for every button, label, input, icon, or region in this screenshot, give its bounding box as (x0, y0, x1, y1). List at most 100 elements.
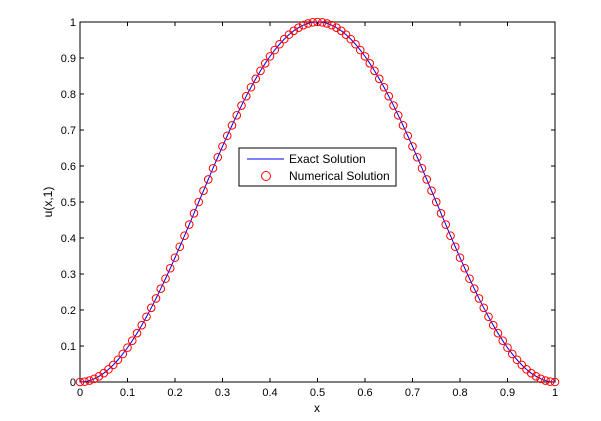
y-tick-label: 0.8 (61, 89, 76, 101)
numerical-solution-marker (512, 355, 522, 365)
numerical-solution-marker (113, 355, 123, 365)
x-tick-label: 0.8 (452, 387, 467, 399)
numerical-solution-marker (398, 121, 408, 130)
x-tick-label: 0.2 (167, 387, 182, 399)
y-tick-label: 0.1 (61, 341, 76, 353)
numerical-solution-marker (213, 152, 223, 162)
y-tick-label: 0.6 (61, 161, 76, 173)
numerical-solution-marker (308, 18, 318, 27)
numerical-solution-marker (370, 66, 379, 76)
numerical-solution-marker (294, 23, 303, 32)
numerical-solution-marker (408, 142, 417, 151)
numerical-solution-marker (256, 66, 265, 76)
numerical-solution-marker (222, 131, 232, 141)
numerical-solution-marker (393, 110, 403, 120)
numerical-solution-marker (142, 312, 151, 322)
numerical-solution-marker (322, 19, 332, 28)
x-tick-label: 0.4 (262, 387, 277, 399)
numerical-solution-marker (203, 175, 213, 184)
numerical-solution-marker (123, 343, 132, 352)
numerical-solution-marker (455, 253, 465, 262)
numerical-solution-marker (127, 336, 137, 345)
axis-ticks (79, 21, 556, 383)
numerical-solution-marker (232, 110, 242, 120)
numerical-solution-marker (118, 349, 128, 359)
numerical-solution-marker (313, 17, 322, 27)
x-tick-labels: 0 0.1 0.2 0.3 0.4 0.5 0.6 0.7 0.8 0.9 1 (77, 387, 558, 399)
x-tick-label: 0.6 (357, 387, 372, 399)
numerical-solution-marker (536, 374, 546, 384)
numerical-solution-marker (132, 328, 142, 338)
numerical-solution-marker (199, 186, 208, 195)
numerical-solution-marker (384, 91, 394, 101)
numerical-solution-marker (460, 263, 470, 273)
y-tick-label: 0.5 (61, 197, 76, 209)
x-tick-label: 0.7 (405, 387, 420, 399)
numerical-solution-marker (360, 52, 370, 61)
numerical-solution-marker (427, 186, 436, 195)
numerical-solution-marker (298, 20, 308, 30)
numerical-solution-marker (218, 142, 227, 151)
legend-box (238, 147, 397, 187)
x-tick-label: 0.3 (215, 387, 230, 399)
x-tick-label: 1 (552, 387, 558, 399)
numerical-solution-marker (194, 197, 204, 207)
numerical-solution-marker (365, 59, 375, 68)
x-tick-label: 0.5 (310, 387, 325, 399)
numerical-solution-marker (531, 372, 541, 381)
numerical-solution-marker (550, 377, 560, 387)
numerical-solution-marker (417, 163, 427, 173)
numerical-solution-marker (289, 26, 299, 36)
numerical-solution-marker (151, 294, 161, 303)
numerical-solution-marker (317, 18, 327, 27)
numerical-solution-marker (303, 19, 313, 28)
x-tick-label: 0 (77, 387, 83, 399)
numerical-solution-marker (170, 253, 180, 262)
y-tick-label: 0.9 (61, 53, 76, 65)
numerical-solution-marker (275, 39, 284, 49)
numerical-solution-marker (450, 242, 460, 252)
numerical-solution-marker (189, 209, 199, 218)
numerical-solution-marker (469, 284, 479, 294)
numerical-solution-marker (251, 74, 261, 84)
x-tick-label: 0.1 (120, 387, 135, 399)
numerical-solution-marker (441, 220, 451, 229)
numerical-solution-marker (431, 197, 441, 207)
y-axis-label: u(x,1) (41, 187, 55, 218)
legend: Exact Solution Numerical Solution (238, 147, 397, 187)
y-tick-label: 0.2 (61, 305, 76, 317)
series-layer (75, 17, 560, 387)
numerical-solution-marker (332, 23, 341, 32)
numerical-solution-marker (227, 121, 237, 130)
axes-box (79, 21, 556, 383)
numerical-solution-marker (412, 152, 422, 162)
y-tick-labels: 0 0.1 0.2 0.3 0.4 0.5 0.6 0.7 0.8 0.9 1 (61, 17, 76, 389)
numerical-solution-marker (89, 374, 99, 384)
numerical-solution-marker (351, 39, 360, 49)
numerical-solution-marker (104, 365, 113, 374)
numerical-solution-marker (246, 82, 256, 92)
numerical-solution-marker (465, 274, 474, 283)
numerical-solution-marker (436, 209, 446, 218)
numerical-solution-marker (493, 328, 503, 338)
numerical-solution-marker (80, 377, 90, 386)
numerical-solution-marker (503, 343, 512, 352)
numerical-solution-marker (165, 263, 175, 273)
numerical-solution-marker (279, 34, 289, 44)
numerical-solution-marker (355, 45, 365, 55)
x-axis-label: x (314, 401, 320, 415)
x-tick-label: 0.9 (500, 387, 515, 399)
y-tick-label: 1 (70, 17, 76, 29)
numerical-solution-marker (94, 372, 104, 381)
numerical-solution-marker (389, 101, 398, 110)
numerical-solution-marker (403, 131, 413, 141)
numerical-solution-marker (498, 336, 508, 345)
numerical-solution-marker (75, 377, 85, 387)
y-tick-label: 0 (70, 377, 76, 389)
numerical-solution-marker (270, 45, 280, 55)
numerical-solution-marker (137, 320, 147, 330)
y-tick-label: 0.4 (61, 233, 76, 245)
numerical-solution-marker (146, 303, 156, 313)
numerical-solution-marker (156, 284, 166, 294)
